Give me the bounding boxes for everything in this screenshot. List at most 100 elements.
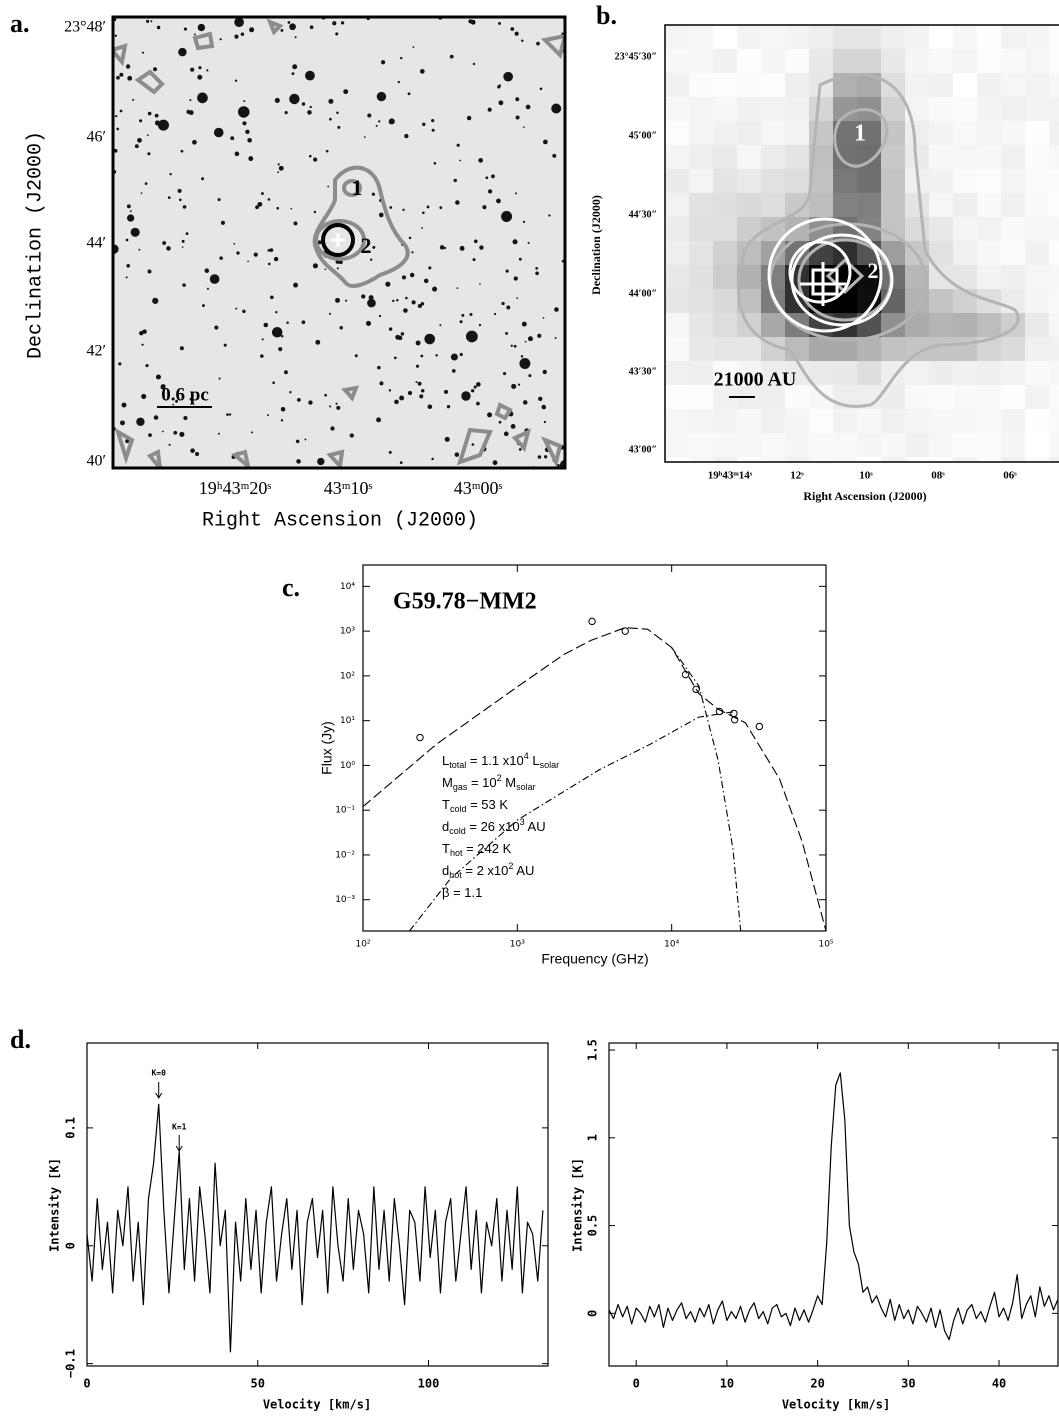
pixel bbox=[689, 241, 713, 265]
pixel bbox=[665, 97, 689, 121]
star bbox=[137, 137, 142, 143]
star bbox=[181, 239, 185, 243]
model-curve bbox=[671, 647, 742, 931]
x-tick-label: 06ˢ bbox=[1003, 470, 1017, 482]
pixel bbox=[1049, 169, 1059, 193]
y-tick-label: 45′00″ bbox=[629, 130, 657, 141]
pixel bbox=[785, 433, 809, 457]
annotation-part: L bbox=[442, 753, 449, 768]
star bbox=[228, 413, 232, 416]
x-tick-label: 50 bbox=[251, 1377, 265, 1391]
star bbox=[161, 430, 164, 433]
star bbox=[409, 272, 415, 278]
pixel bbox=[977, 73, 1001, 97]
star bbox=[146, 19, 150, 23]
source-marker bbox=[321, 223, 355, 257]
pixel bbox=[713, 433, 737, 457]
plot bbox=[363, 617, 826, 931]
beam bbox=[788, 240, 852, 304]
pixel bbox=[953, 217, 977, 241]
star bbox=[247, 260, 249, 263]
star bbox=[450, 353, 458, 361]
pixel bbox=[737, 457, 761, 462]
star bbox=[234, 79, 238, 82]
data-point bbox=[681, 670, 690, 679]
pixel bbox=[833, 457, 857, 462]
pixel bbox=[665, 241, 689, 265]
star bbox=[139, 119, 143, 123]
pixel bbox=[1049, 193, 1059, 217]
pixel bbox=[953, 49, 977, 73]
pixel bbox=[713, 361, 737, 385]
star bbox=[378, 120, 381, 123]
x-tick-label: 0 bbox=[83, 1377, 90, 1391]
pixel bbox=[737, 169, 761, 193]
star bbox=[528, 374, 532, 378]
star bbox=[153, 415, 159, 420]
star bbox=[411, 300, 416, 305]
pixel bbox=[737, 145, 761, 169]
pixel bbox=[689, 145, 713, 169]
star bbox=[505, 331, 509, 335]
star bbox=[280, 335, 284, 338]
pixel bbox=[761, 457, 785, 462]
annotation-part: M bbox=[502, 775, 516, 790]
star bbox=[551, 103, 562, 114]
y-tick-label: 10³ bbox=[340, 627, 355, 637]
pixel bbox=[737, 409, 761, 433]
star bbox=[230, 136, 235, 141]
y-tick-label: 42′ bbox=[87, 343, 107, 360]
star bbox=[455, 200, 460, 205]
star bbox=[206, 69, 209, 72]
pixel bbox=[905, 361, 929, 385]
pixel bbox=[977, 169, 1001, 193]
pixel bbox=[857, 193, 881, 217]
star bbox=[146, 134, 149, 137]
star bbox=[217, 432, 220, 435]
pixel bbox=[713, 97, 737, 121]
pixel bbox=[665, 145, 689, 169]
star bbox=[296, 459, 301, 464]
pixel bbox=[1001, 97, 1025, 121]
star bbox=[177, 188, 182, 193]
star bbox=[292, 64, 298, 70]
star bbox=[179, 431, 185, 437]
star bbox=[388, 450, 392, 454]
pixel bbox=[1001, 385, 1025, 409]
pixel bbox=[881, 409, 905, 433]
star bbox=[223, 343, 227, 347]
annotation-part: cold bbox=[450, 804, 467, 814]
star bbox=[189, 397, 193, 401]
star bbox=[237, 106, 250, 118]
star bbox=[431, 119, 435, 123]
spectrum bbox=[87, 1103, 544, 1353]
star bbox=[242, 309, 246, 314]
star bbox=[273, 256, 279, 262]
pixel bbox=[809, 337, 833, 361]
pixel bbox=[809, 433, 833, 457]
pixel bbox=[1049, 241, 1059, 265]
pixel bbox=[953, 457, 977, 462]
panel-label: b. bbox=[596, 1, 617, 30]
x-tick-label: 10 bbox=[720, 1377, 734, 1391]
star bbox=[456, 143, 460, 147]
pixel bbox=[713, 193, 737, 217]
pixel bbox=[689, 121, 713, 145]
star bbox=[542, 369, 547, 375]
pixel bbox=[929, 49, 953, 73]
pixel bbox=[1025, 97, 1049, 121]
pixel bbox=[689, 169, 713, 193]
pixel bbox=[881, 49, 905, 73]
annotation-part: β = 1.1 bbox=[442, 885, 482, 900]
star bbox=[127, 214, 135, 222]
pixel bbox=[689, 73, 713, 97]
pixel bbox=[785, 121, 809, 145]
star bbox=[240, 32, 245, 36]
y-tick-label: 10¹ bbox=[340, 716, 355, 726]
pixel bbox=[761, 169, 785, 193]
pixel bbox=[1025, 241, 1049, 265]
pixel bbox=[809, 385, 833, 409]
star bbox=[336, 111, 339, 115]
star bbox=[511, 383, 517, 389]
